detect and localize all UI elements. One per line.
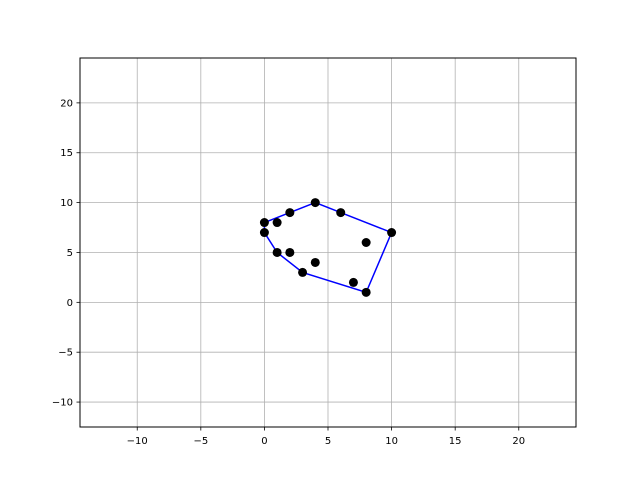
x-tick-label: 15 <box>449 436 462 447</box>
data-point <box>310 198 320 208</box>
x-tick-label: 10 <box>385 436 398 447</box>
y-axis: −10 −5 0 5 10 15 20 <box>52 98 80 409</box>
data-point <box>285 247 295 257</box>
y-tick-label: −5 <box>58 348 73 359</box>
data-point <box>285 208 295 218</box>
hull-layer <box>263 201 393 294</box>
data-point <box>361 238 371 247</box>
data-point <box>272 247 282 257</box>
x-tick-label: 5 <box>325 436 331 447</box>
x-tick-label: −10 <box>127 436 148 447</box>
x-axis: −10 −5 0 5 10 15 20 <box>127 427 525 447</box>
x-tick-label: 0 <box>261 436 267 447</box>
data-point <box>259 228 269 238</box>
data-point <box>336 208 346 218</box>
data-point <box>298 267 308 277</box>
data-point <box>310 257 320 267</box>
hull-line <box>263 201 393 294</box>
y-tick-label: 0 <box>67 298 73 309</box>
y-tick-label: −10 <box>52 398 73 409</box>
x-tick-label: 20 <box>512 436 525 447</box>
data-point <box>361 287 371 297</box>
y-tick-label: 5 <box>67 248 73 259</box>
data-point <box>259 218 269 228</box>
data-point <box>387 228 397 238</box>
data-point <box>272 218 282 228</box>
x-tick-label: −5 <box>193 436 208 447</box>
points-layer <box>259 198 397 297</box>
data-point <box>348 277 358 287</box>
y-tick-label: 20 <box>60 98 73 109</box>
y-tick-label: 15 <box>60 148 73 159</box>
grid <box>80 58 576 427</box>
y-tick-label: 10 <box>60 198 73 209</box>
